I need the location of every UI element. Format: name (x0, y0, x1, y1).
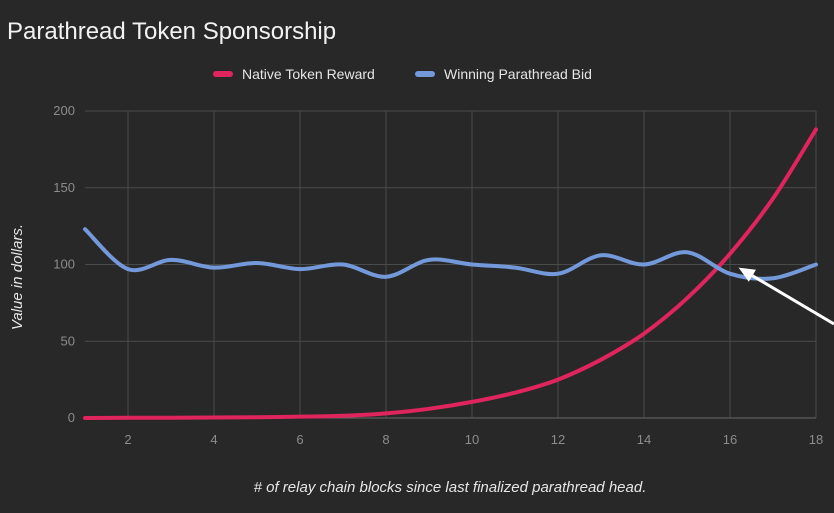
annotation-arrow-head (738, 267, 756, 282)
legend-label-winning-parathread-bid: Winning Parathread Bid (444, 66, 592, 82)
x-tick-label: 18 (809, 432, 823, 447)
annotation-arrow (738, 267, 834, 326)
y-axis-label: Value in dollars. (9, 224, 26, 330)
y-tick-label: 150 (53, 180, 75, 195)
series-line-native-token-reward (83, 127, 818, 420)
y-tick-label: 200 (53, 103, 75, 118)
x-tick-label: 6 (296, 432, 303, 447)
x-tick-label: 2 (124, 432, 131, 447)
series-line-winning-parathread-bid (83, 227, 818, 281)
y-tick-label: 0 (68, 410, 75, 425)
legend: Native Token Reward Winning Parathread B… (213, 66, 592, 82)
x-tick-label: 14 (637, 432, 651, 447)
annotation-arrow-shaft (751, 274, 834, 326)
y-tick-label: 50 (61, 333, 75, 348)
legend-swatch-winning-parathread-bid (415, 71, 435, 77)
x-tick-label: 4 (210, 432, 217, 447)
legend-swatch-native-token-reward (213, 71, 233, 77)
x-tick-label: 10 (465, 432, 479, 447)
legend-label-native-token-reward: Native Token Reward (242, 66, 375, 82)
x-tick-label: 16 (723, 432, 737, 447)
x-tick-label: 8 (382, 432, 389, 447)
x-axis-label: # of relay chain blocks since last final… (254, 479, 647, 496)
series-lines (83, 127, 818, 420)
chart-title: Parathread Token Sponsorship (7, 18, 336, 45)
x-tick-label: 12 (551, 432, 565, 447)
y-tick-label: 100 (53, 257, 75, 272)
tick-labels: 0 50 100 150 200 2 4 6 8 10 12 14 16 18 (53, 103, 823, 447)
